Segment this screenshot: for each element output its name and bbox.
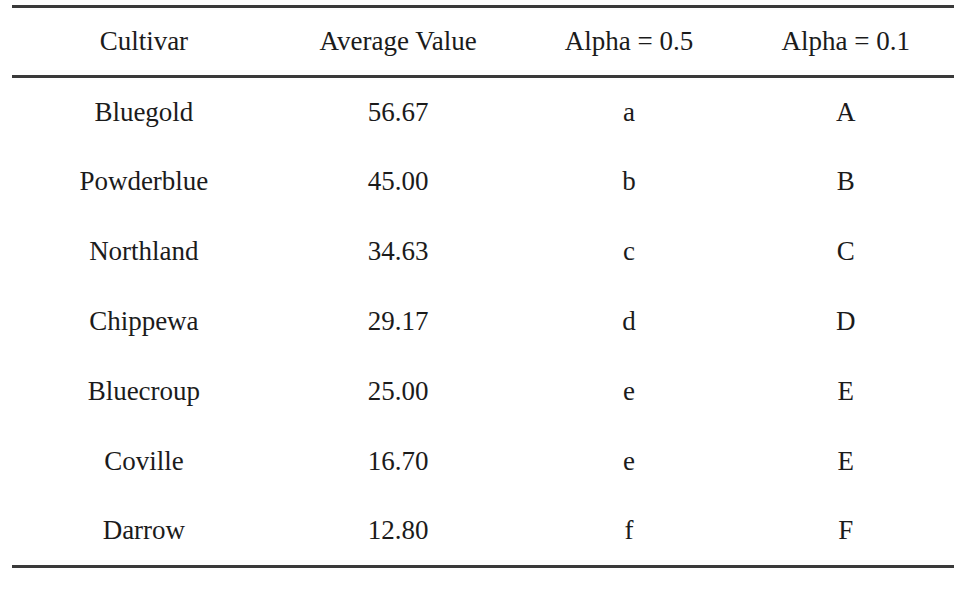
cell-average-value: 29.17: [276, 287, 521, 357]
header-cultivar: Cultivar: [12, 7, 276, 77]
cell-alpha-05: f: [521, 497, 738, 567]
cell-average-value: 16.70: [276, 427, 521, 497]
table-row: Coville 16.70 e E: [12, 427, 954, 497]
cell-alpha-01: E: [737, 427, 954, 497]
cultivar-results-table: Cultivar Average Value Alpha = 0.5 Alpha…: [12, 5, 954, 568]
table-body: Bluegold 56.67 a A Powderblue 45.00 b B …: [12, 77, 954, 567]
cell-cultivar: Chippewa: [12, 287, 276, 357]
table-header: Cultivar Average Value Alpha = 0.5 Alpha…: [12, 7, 954, 77]
cell-cultivar: Coville: [12, 427, 276, 497]
table-row: Northland 34.63 c C: [12, 217, 954, 287]
cell-cultivar: Darrow: [12, 497, 276, 567]
cell-alpha-05: c: [521, 217, 738, 287]
cell-alpha-05: e: [521, 427, 738, 497]
header-alpha-05: Alpha = 0.5: [521, 7, 738, 77]
cell-alpha-01: D: [737, 287, 954, 357]
header-average-value: Average Value: [276, 7, 521, 77]
cell-alpha-05: a: [521, 77, 738, 147]
cell-alpha-01: A: [737, 77, 954, 147]
cell-alpha-05: b: [521, 147, 738, 217]
cell-alpha-01: F: [737, 497, 954, 567]
header-row: Cultivar Average Value Alpha = 0.5 Alpha…: [12, 7, 954, 77]
cell-average-value: 45.00: [276, 147, 521, 217]
cell-average-value: 12.80: [276, 497, 521, 567]
results-table-container: Cultivar Average Value Alpha = 0.5 Alpha…: [12, 5, 954, 568]
table-row: Darrow 12.80 f F: [12, 497, 954, 567]
cell-cultivar: Bluecroup: [12, 357, 276, 427]
table-row: Bluecroup 25.00 e E: [12, 357, 954, 427]
cell-alpha-01: B: [737, 147, 954, 217]
cell-average-value: 34.63: [276, 217, 521, 287]
cell-alpha-01: E: [737, 357, 954, 427]
cell-alpha-01: C: [737, 217, 954, 287]
header-alpha-01: Alpha = 0.1: [737, 7, 954, 77]
cell-alpha-05: e: [521, 357, 738, 427]
cell-cultivar: Bluegold: [12, 77, 276, 147]
cell-cultivar: Northland: [12, 217, 276, 287]
table-row: Chippewa 29.17 d D: [12, 287, 954, 357]
table-row: Bluegold 56.67 a A: [12, 77, 954, 147]
cell-cultivar: Powderblue: [12, 147, 276, 217]
cell-alpha-05: d: [521, 287, 738, 357]
cell-average-value: 25.00: [276, 357, 521, 427]
cell-average-value: 56.67: [276, 77, 521, 147]
table-row: Powderblue 45.00 b B: [12, 147, 954, 217]
